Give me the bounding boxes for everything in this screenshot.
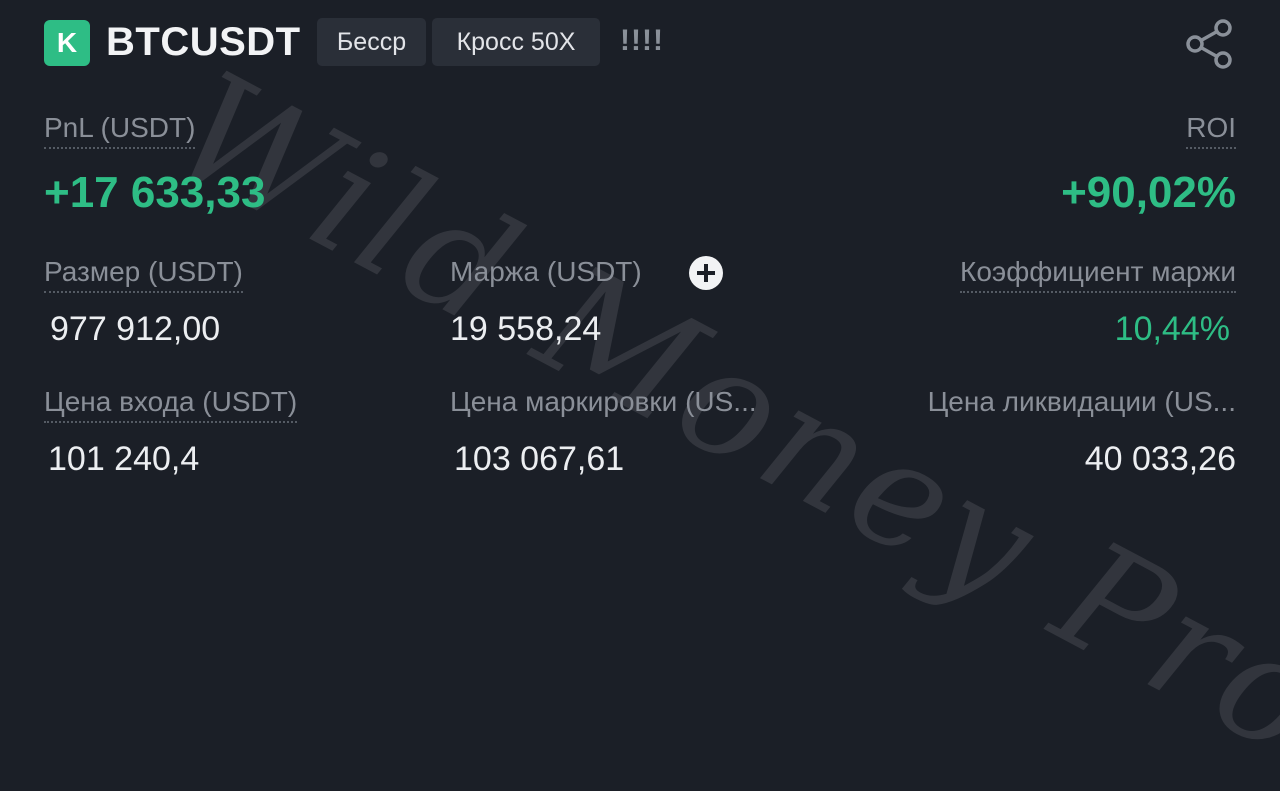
pnl-value: +17 633,33 [44, 168, 266, 217]
pnl-label: PnL (USDT) [44, 112, 196, 149]
plus-circle-icon[interactable] [689, 256, 723, 290]
size-value: 977 912,00 [50, 310, 221, 348]
liq-price-value: 40 033,26 [1084, 440, 1236, 478]
roi-value: +90,02% [1061, 168, 1236, 217]
contract-type-tag: Бесср [317, 18, 426, 66]
margin-value: 19 558,24 [450, 310, 602, 348]
mark-price-value: 103 067,61 [454, 440, 625, 478]
position-header: K BTCUSDT Бесср Кросс 50X !!!! [44, 18, 1236, 69]
exchange-badge: K [44, 20, 90, 66]
entry-price-value: 101 240,4 [48, 440, 200, 478]
liq-price-label: Цена ликвидации (US... [927, 386, 1236, 417]
share-icon[interactable] [1184, 18, 1236, 70]
margin-ratio-label: Коэффициент маржи [960, 256, 1236, 293]
margin-ratio-value: 10,44% [1114, 310, 1230, 348]
margin-mode-tag[interactable]: Кросс 50X [432, 18, 600, 66]
margin-label: Маржа (USDT) [450, 256, 642, 287]
roi-label: ROI [1186, 112, 1236, 149]
entry-price-label: Цена входа (USDT) [44, 386, 298, 423]
size-label: Размер (USDT) [44, 256, 243, 293]
adl-indicator: !!!! [620, 24, 664, 57]
symbol-title: BTCUSDT [106, 20, 301, 64]
mark-price-label: Цена маркировки (US... [450, 386, 757, 417]
